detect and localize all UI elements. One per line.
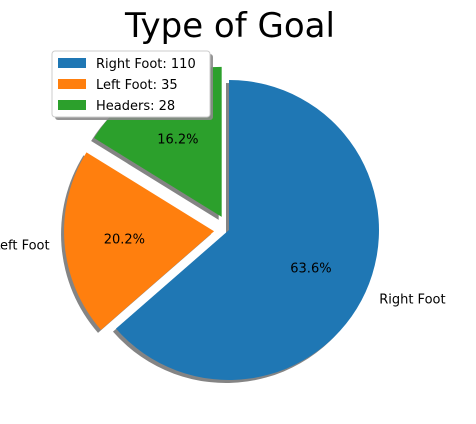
chart-title: Type of Goal — [124, 6, 335, 46]
pct-label-left-foot: 20.2% — [104, 233, 145, 248]
legend-label-left-foot: Left Foot: 35 — [96, 78, 178, 93]
slice-label-left-foot: Left Foot — [0, 239, 50, 254]
legend-label-headers: Headers: 28 — [96, 99, 175, 114]
slice-label-right-foot: Right Foot — [379, 292, 445, 307]
pct-label-headers: 16.2% — [157, 132, 198, 147]
legend: Right Foot: 110 Left Foot: 35 Headers: 2… — [52, 51, 213, 120]
legend-swatch-headers — [58, 100, 86, 110]
legend-swatch-left-foot — [58, 79, 86, 89]
legend-swatch-right-foot — [58, 58, 86, 68]
legend-label-right-foot: Right Foot: 110 — [96, 57, 196, 72]
pct-label-right-foot: 63.6% — [290, 261, 331, 276]
